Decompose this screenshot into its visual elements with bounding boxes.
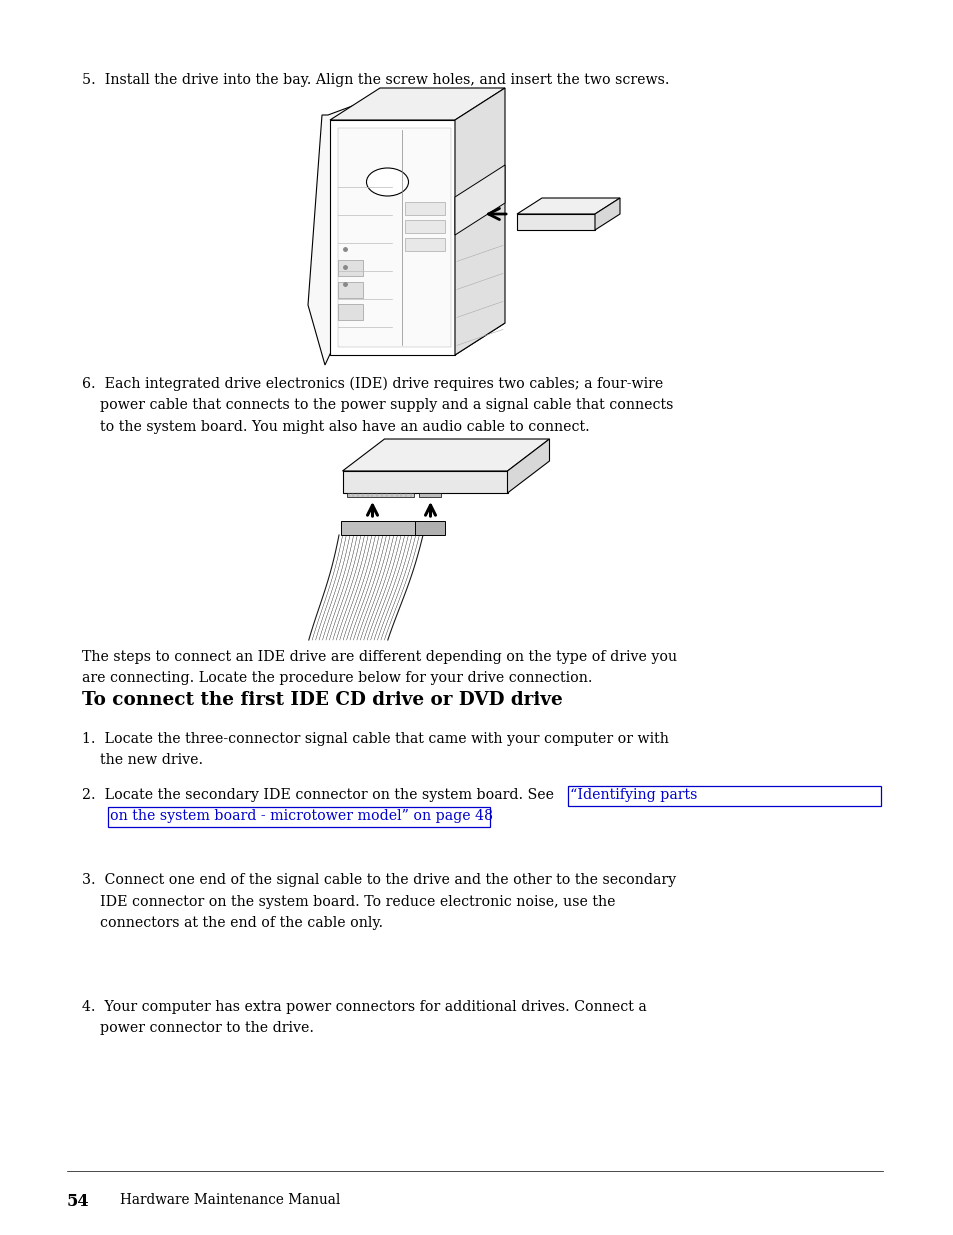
Bar bbox=[108, 808, 490, 827]
Text: 3.  Connect one end of the signal cable to the drive and the other to the second: 3. Connect one end of the signal cable t… bbox=[82, 873, 676, 887]
Text: power cable that connects to the power supply and a signal cable that connects: power cable that connects to the power s… bbox=[82, 399, 673, 412]
Polygon shape bbox=[330, 324, 504, 354]
Text: IDE connector on the system board. To reduce electronic noise, use the: IDE connector on the system board. To re… bbox=[82, 894, 615, 909]
Text: “Identifying parts: “Identifying parts bbox=[569, 788, 697, 802]
Polygon shape bbox=[342, 438, 549, 471]
Text: To connect the first IDE CD drive or DVD drive: To connect the first IDE CD drive or DVD… bbox=[82, 692, 562, 709]
Text: 5.  Install the drive into the bay. Align the screw holes, and insert the two sc: 5. Install the drive into the bay. Align… bbox=[82, 73, 669, 86]
Polygon shape bbox=[507, 438, 549, 493]
Bar bbox=[567, 785, 880, 806]
Ellipse shape bbox=[366, 168, 408, 196]
Bar bbox=[337, 261, 363, 275]
Polygon shape bbox=[342, 471, 507, 493]
Text: to the system board. You might also have an audio cable to connect.: to the system board. You might also have… bbox=[82, 420, 589, 433]
Text: the new drive.: the new drive. bbox=[82, 753, 203, 767]
Polygon shape bbox=[337, 128, 451, 347]
Text: connectors at the end of the cable only.: connectors at the end of the cable only. bbox=[82, 916, 383, 930]
Text: 2.  Locate the secondary IDE connector on the system board. See: 2. Locate the secondary IDE connector on… bbox=[82, 788, 558, 802]
Bar bbox=[405, 220, 444, 233]
Text: Hardware Maintenance Manual: Hardware Maintenance Manual bbox=[120, 1193, 340, 1207]
Text: 54: 54 bbox=[67, 1193, 90, 1210]
Polygon shape bbox=[517, 214, 595, 230]
Polygon shape bbox=[308, 105, 355, 366]
Polygon shape bbox=[595, 198, 619, 230]
Polygon shape bbox=[340, 521, 420, 535]
Polygon shape bbox=[517, 198, 619, 214]
Text: The steps to connect an IDE drive are different depending on the type of drive y: The steps to connect an IDE drive are di… bbox=[82, 650, 677, 664]
Polygon shape bbox=[330, 120, 455, 354]
Bar bbox=[405, 203, 444, 215]
Text: on the system board - microtower model” on page 48: on the system board - microtower model” … bbox=[110, 809, 493, 824]
Polygon shape bbox=[346, 493, 414, 496]
Polygon shape bbox=[330, 88, 504, 120]
Bar bbox=[337, 282, 363, 298]
Polygon shape bbox=[455, 88, 504, 354]
Polygon shape bbox=[416, 521, 445, 535]
Text: are connecting. Locate the procedure below for your drive connection.: are connecting. Locate the procedure bel… bbox=[82, 672, 592, 685]
Text: 4.  Your computer has extra power connectors for additional drives. Connect a: 4. Your computer has extra power connect… bbox=[82, 1000, 646, 1014]
Bar bbox=[405, 238, 444, 251]
Bar bbox=[337, 304, 363, 320]
Polygon shape bbox=[455, 165, 504, 235]
Text: power connector to the drive.: power connector to the drive. bbox=[82, 1021, 314, 1035]
Text: 1.  Locate the three-connector signal cable that came with your computer or with: 1. Locate the three-connector signal cab… bbox=[82, 732, 668, 746]
Text: 6.  Each integrated drive electronics (IDE) drive requires two cables; a four-wi: 6. Each integrated drive electronics (ID… bbox=[82, 377, 662, 391]
Polygon shape bbox=[419, 493, 441, 496]
